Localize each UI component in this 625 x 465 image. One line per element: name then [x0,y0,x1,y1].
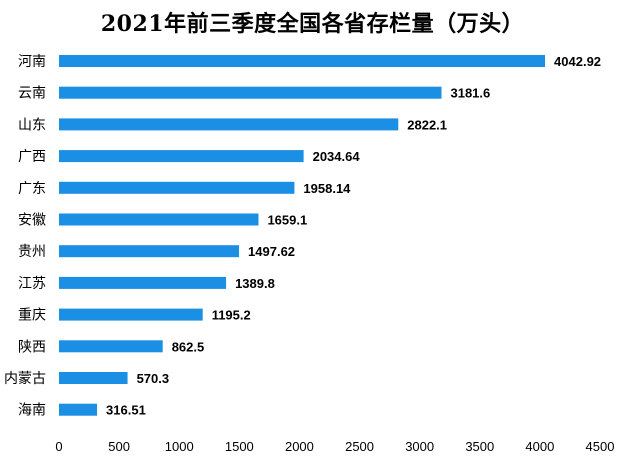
category-label: 广西 [18,149,46,165]
category-label: 云南 [18,86,46,102]
value-label: 2822.1 [407,117,447,132]
value-label: 4042.92 [554,54,601,69]
chart-title: 2021年前三季度全国各省存栏量（万头） [100,11,525,37]
bar-1 [59,86,442,99]
category-label: 河南 [18,54,46,70]
x-tick-label: 1000 [165,439,194,454]
value-label: 1958.14 [303,181,351,196]
value-label: 1497.62 [248,244,295,259]
category-label: 江苏 [18,276,46,292]
bar-4 [59,181,295,194]
x-tick-label: 500 [108,439,130,454]
bar-7 [59,276,227,289]
value-label: 1659.1 [267,213,307,228]
category-label: 贵州 [18,244,46,260]
x-tick-label: 4500 [586,439,615,454]
category-label: 内蒙古 [4,371,46,387]
category-label: 安徽 [18,213,46,229]
value-label: 316.51 [106,403,146,418]
x-tick-label: 3000 [405,439,434,454]
x-tick-label: 2000 [285,439,314,454]
category-label: 山东 [18,117,46,133]
value-label: 2034.64 [313,149,361,164]
category-label: 海南 [18,403,46,419]
bars-layer [59,55,546,416]
bar-8 [59,308,203,321]
bar-5 [59,213,259,226]
bar-0 [59,55,546,67]
value-label: 1195.2 [212,308,251,323]
x-tick-label: 0 [55,439,62,454]
x-tick-label: 2500 [345,439,374,454]
bar-2 [59,118,399,131]
bar-6 [59,245,240,258]
value-label: 3181.6 [450,86,490,101]
x-axis-ticks: 0 500 1000 1500 2000 2500 3000 3500 4000 4500 [55,439,614,454]
bar-3 [59,150,304,163]
x-tick-label: 1500 [225,439,254,454]
bar-9 [59,340,163,353]
value-label: 1389.8 [235,276,275,291]
x-tick-label: 4000 [525,439,554,454]
value-label: 570.3 [137,371,170,386]
bar-11 [59,403,98,416]
value-labels: 4042.92 3181.6 2822.1 2034.64 1958.14 1659.1 1… [106,54,601,418]
category-label: 广东 [18,181,46,197]
value-label: 862.5 [172,339,205,354]
category-label: 陕西 [18,339,46,355]
x-tick-label: 3500 [465,439,494,454]
bar-10 [59,372,128,384]
category-label: 重庆 [18,308,46,324]
